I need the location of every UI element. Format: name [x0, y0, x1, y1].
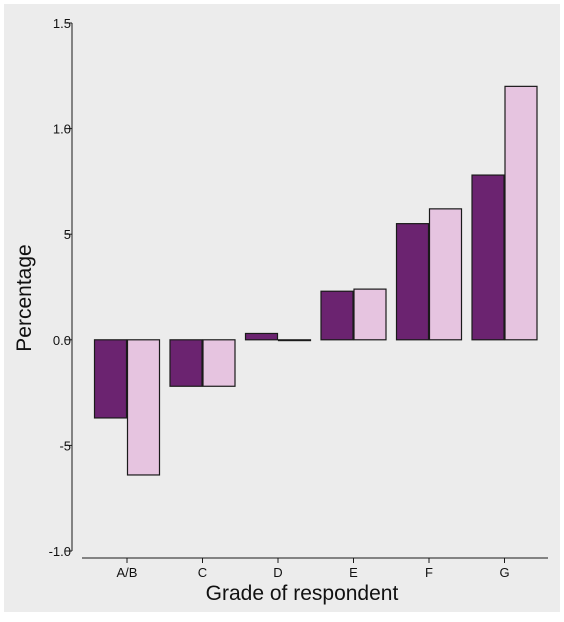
- x-tick-label: A/B: [117, 565, 138, 580]
- x-tick-label: C: [198, 565, 207, 580]
- bar-f-s1: [395, 223, 430, 341]
- bar-c-s1: [169, 339, 203, 387]
- bar-g-s1: [471, 174, 505, 341]
- y-tick-label: 1.5: [53, 16, 71, 31]
- bar-d-s2: [277, 339, 312, 342]
- y-ticks-group: -1.0 -5 0.0 5 1.0 1.5: [49, 16, 72, 559]
- bar-g-s2: [504, 85, 538, 341]
- x-tick-label: D: [273, 565, 282, 580]
- bar-d-s1: [244, 332, 279, 341]
- x-tick-label: F: [425, 565, 433, 580]
- y-tick-label: 5: [64, 227, 71, 242]
- y-tick-label: 0.0: [53, 333, 71, 348]
- y-axis-title: Percentage: [13, 244, 36, 351]
- bar-a-b-s2: [126, 339, 161, 476]
- bar-e-s1: [320, 290, 354, 341]
- bar-c-s2: [202, 339, 236, 387]
- bars-group: [93, 85, 538, 476]
- axes-group: [71, 23, 548, 559]
- bar-e-s2: [353, 288, 387, 341]
- x-tick-label: G: [499, 565, 509, 580]
- y-tick-label: 1.0: [53, 122, 71, 137]
- bar-a-b-s1: [93, 339, 128, 419]
- chart-background: [4, 4, 560, 612]
- y-tick-label: -1.0: [49, 544, 71, 559]
- x-ticks-group: A/B C D E F G: [117, 558, 510, 580]
- bar-f-s2: [428, 208, 463, 341]
- x-axis-title: Grade of respondent: [206, 582, 399, 605]
- y-tick-label: -5: [59, 438, 71, 453]
- x-tick-label: E: [349, 565, 358, 580]
